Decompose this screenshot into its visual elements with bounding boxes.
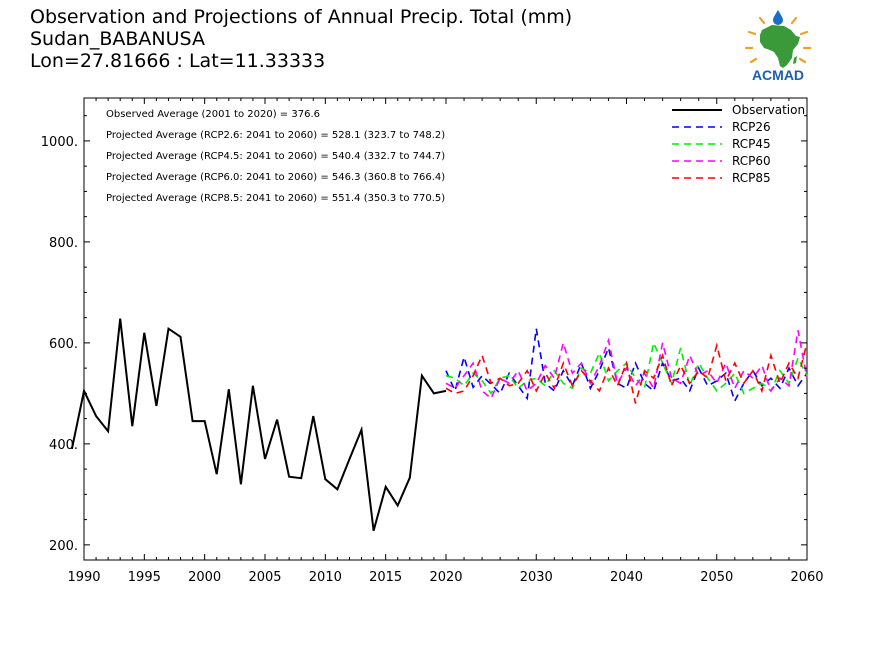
logo-text: ACMAD [752,67,804,83]
stat-rcp45: Projected Average (RCP4.5: 2041 to 2060)… [106,151,445,162]
legend-label-rcp85: RCP85 [732,171,771,185]
plot-frame [83,97,808,561]
stat-rcp60: Projected Average (RCP6.0: 2041 to 2060)… [106,172,445,183]
x-tick-label: 2015 [369,570,402,585]
x-tick-label: 1995 [128,570,161,585]
y-axis: 200. 400. 600. 800. 1000. [41,115,807,554]
series-line-observation [70,318,447,531]
chart-title: Observation and Projections of Annual Pr… [30,6,573,28]
x-tick-label: 2060 [790,570,823,585]
series-line-rcp60 [445,330,808,400]
x-tick-label: 2020 [429,570,462,585]
y-tick-label: 600. [49,337,78,352]
x-tick-label: 2030 [520,570,553,585]
stat-rcp85: Projected Average (RCP8.5: 2041 to 2060)… [106,193,445,204]
station-coordinates: Lon=27.81666 : Lat=11.33333 [30,50,326,72]
plot-lines [70,318,808,531]
station-name: Sudan_BABANUSA [30,28,205,50]
y-tick-label: 400. [49,438,78,453]
series-line-rcp85 [445,342,808,404]
y-tick-label: 800. [49,236,78,251]
x-tick-label: 2000 [188,570,221,585]
y-tick-label: 1000. [41,135,78,150]
legend-label-rcp45: RCP45 [732,137,771,151]
y-tick-label: 200. [49,539,78,554]
x-axis: 1990 1995 2000 2005 2010 2015 2020 2030 2040 2050… [67,98,824,585]
x-tick-label: 2005 [248,570,281,585]
stat-observed: Observed Average (2001 to 2020) = 376.6 [106,109,320,120]
x-tick-label: 2040 [610,570,643,585]
legend-label-observation: Observation [732,103,805,117]
africa-map-logo-icon: ACMAD [744,10,812,83]
x-tick-label: 2010 [309,570,342,585]
legend: Observation RCP26 RCP45 RCP60 RCP85 [672,103,805,185]
legend-label-rcp26: RCP26 [732,120,771,134]
legend-label-rcp60: RCP60 [732,154,771,168]
stats-box: Observed Average (2001 to 2020) = 376.6 … [106,109,445,204]
stat-rcp26: Projected Average (RCP2.6: 2041 to 2060)… [106,130,445,141]
x-tick-label: 2050 [700,570,733,585]
x-tick-label: 1990 [67,570,100,585]
